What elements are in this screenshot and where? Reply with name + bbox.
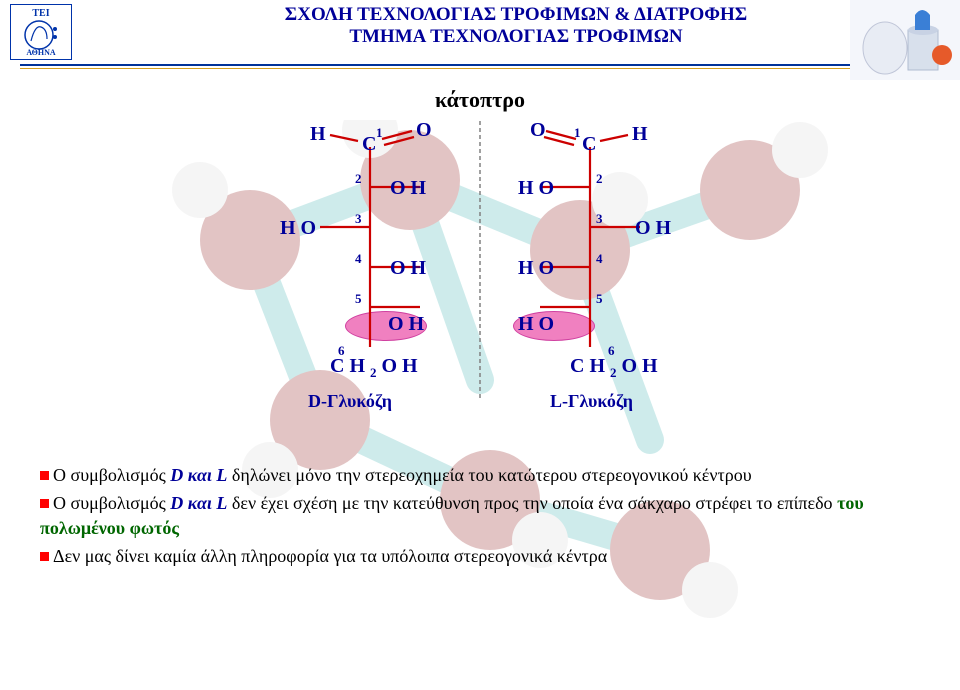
left-r2: O H: [390, 177, 426, 200]
right-top-o: O: [530, 119, 546, 142]
left-top-h: H: [310, 123, 326, 146]
svg-text:TEI: TEI: [32, 8, 49, 19]
header-line2: TMHMA ΤΕΧΝΟΛΟΓΙΑΣ ΤΡΟΦΙΜΩΝ: [82, 26, 950, 48]
right-num-5: 5: [596, 291, 603, 307]
right-num-3: 3: [596, 211, 603, 227]
header: TEI ΑΘΗΝΑ ΣΧΟΛΗ ΤΕΧΝΟΛΟΓΙΑΣ ΤΡΟΦΙΜΩΝ & Δ…: [0, 0, 960, 60]
bullet-1: Ο συμβολισμός D και L δηλώνει μόνο την σ…: [40, 463, 920, 487]
left-top-o: O: [416, 119, 432, 142]
left-num-1: 1: [376, 125, 383, 141]
bullet-3: Δεν μας δίνει καμία άλλη πληροφορία για …: [40, 544, 920, 568]
right-num-1: 1: [574, 125, 581, 141]
bullet-icon: [40, 552, 49, 561]
left-top-c: C: [362, 133, 376, 156]
left-r4: O H: [390, 257, 426, 280]
header-text: ΣΧΟΛΗ ΤΕΧΝΟΛΟΓΙΑΣ ΤΡΟΦΙΜΩΝ & ΔΙΑΤΡΟΦΗΣ T…: [82, 4, 950, 48]
bullet-icon: [40, 471, 49, 480]
right-top-c: C: [582, 133, 596, 156]
fischer-diagram: H C O 1 2 O H 3 H O 4 O H 5 O H 6 C H 2 …: [180, 121, 780, 451]
tei-logo: TEI ΑΘΗΝΑ: [10, 4, 72, 60]
left-l3: H O: [280, 217, 316, 240]
left-num-5: 5: [355, 291, 362, 307]
bullet-icon: [40, 499, 49, 508]
bullet-2: Ο συμβολισμός D και L δεν έχει σχέση με …: [40, 491, 920, 540]
svg-text:ΑΘΗΝΑ: ΑΘΗΝΑ: [26, 48, 56, 57]
corner-image: [850, 0, 960, 80]
left-num-3: 3: [355, 211, 362, 227]
right-num-4: 4: [596, 251, 603, 267]
left-num-4: 4: [355, 251, 362, 267]
bullet-list: Ο συμβολισμός D και L δηλώνει μόνο την σ…: [40, 463, 920, 568]
right-l4: H O: [518, 257, 554, 280]
right-caption: L-Γλυκόζη: [550, 391, 633, 412]
left-bottom: C H 2 O H: [330, 355, 418, 381]
header-line1: ΣΧΟΛΗ ΤΕΧΝΟΛΟΓΙΑΣ ΤΡΟΦΙΜΩΝ & ΔΙΑΤΡΟΦΗΣ: [82, 4, 950, 26]
right-l5: H O: [518, 313, 554, 336]
diagram-lines: [180, 121, 780, 451]
page-title: κάτοπτρο: [0, 87, 960, 113]
left-r5: O H: [388, 313, 424, 336]
left-caption: D-Γλυκόζη: [308, 391, 392, 412]
right-top-h: H: [632, 123, 648, 146]
right-r3: O H: [635, 217, 671, 240]
right-l2: H O: [518, 177, 554, 200]
header-rule: [20, 64, 940, 69]
right-num-2: 2: [596, 171, 603, 187]
right-bottom: C H 2 O H: [570, 355, 658, 381]
left-num-2: 2: [355, 171, 362, 187]
